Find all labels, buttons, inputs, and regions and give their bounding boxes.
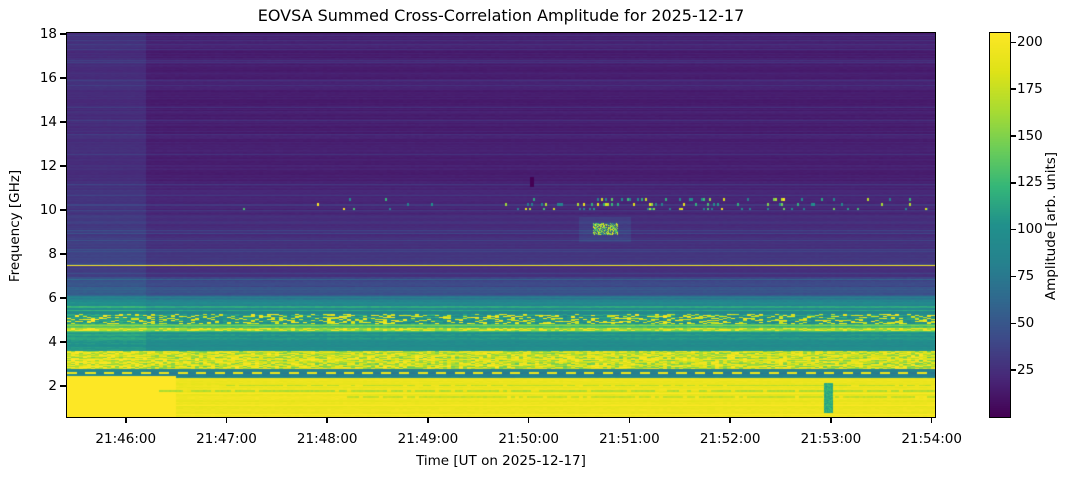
y-tick-label: 12 [39, 157, 57, 174]
plot-area [66, 32, 936, 418]
colorbar-tick-label: 150 [1017, 127, 1043, 144]
colorbar-tick-mark [1011, 88, 1016, 90]
y-tick-mark [60, 77, 66, 79]
y-tick-label: 2 [48, 377, 57, 394]
colorbar-tick-mark [1011, 369, 1016, 371]
x-tick-mark [527, 417, 530, 423]
colorbar-tick-label: 25 [1017, 361, 1035, 378]
y-tick-mark [60, 121, 66, 123]
x-tick-label: 21:54:00 [901, 431, 962, 447]
y-tick-label: 14 [39, 113, 57, 130]
x-tick-mark [628, 417, 631, 423]
y-tick-mark [60, 33, 66, 35]
colorbar-tick-label: 50 [1017, 314, 1035, 331]
y-tick-mark [60, 253, 66, 255]
colorbar-tick-mark [1011, 182, 1016, 184]
x-tick-mark [326, 417, 328, 423]
x-tick-mark [427, 417, 429, 423]
colorbar-tick-label: 175 [1017, 80, 1043, 97]
x-tick-mark [830, 417, 832, 423]
y-tick-label: 16 [39, 69, 57, 86]
colorbar-tick-label: 100 [1017, 221, 1043, 238]
spectrogram-canvas [67, 33, 935, 417]
y-tick-mark [60, 297, 66, 299]
y-tick-label: 6 [48, 289, 57, 306]
y-tick-label: 10 [39, 201, 57, 218]
y-tick-mark [60, 385, 66, 387]
x-tick-mark [729, 417, 731, 423]
x-tick-label: 21:50:00 [498, 431, 559, 447]
colorbar-tick-mark [1011, 322, 1016, 325]
y-tick-mark [60, 209, 66, 211]
colorbar-tick-mark [1011, 41, 1016, 44]
y-tick-label: 4 [48, 333, 57, 350]
y-tick-label: 18 [39, 25, 57, 42]
y-tick-label: 8 [48, 245, 57, 262]
x-tick-label: 21:49:00 [397, 431, 459, 447]
x-tick-label: 21:52:00 [699, 431, 761, 447]
colorbar [989, 32, 1011, 418]
x-tick-label: 21:47:00 [196, 431, 257, 447]
x-axis-label: Time [UT on 2025-12-17] [416, 453, 586, 469]
colorbar-tick-mark [1011, 228, 1016, 231]
y-tick-mark [60, 165, 66, 167]
x-tick-mark [225, 417, 228, 423]
colorbar-tick-label: 75 [1017, 268, 1035, 284]
colorbar-tick-label: 125 [1017, 174, 1043, 191]
x-tick-label: 21:46:00 [95, 431, 157, 447]
colorbar-tick-label: 200 [1017, 33, 1043, 50]
x-tick-label: 21:53:00 [800, 431, 862, 447]
colorbar-canvas [990, 33, 1010, 417]
x-tick-mark [125, 417, 127, 423]
chart-title: EOVSA Summed Cross-Correlation Amplitude… [257, 6, 745, 25]
x-tick-mark [930, 417, 933, 423]
x-tick-label: 21:48:00 [296, 431, 358, 447]
colorbar-tick-mark [1011, 135, 1016, 137]
y-tick-mark [60, 341, 66, 343]
x-tick-label: 21:51:00 [599, 431, 660, 447]
colorbar-tick-mark [1011, 275, 1016, 278]
